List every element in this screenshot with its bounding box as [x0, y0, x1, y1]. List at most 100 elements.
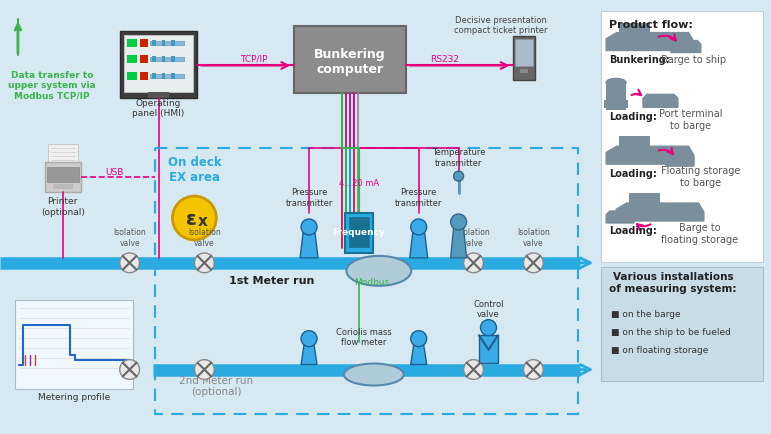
Bar	[294, 26, 406, 93]
Text: x: x	[197, 214, 207, 230]
Circle shape	[524, 360, 544, 379]
Bar	[48, 144, 78, 164]
Text: Product flow:: Product flow:	[609, 20, 693, 30]
Text: Pressure
transmitter: Pressure transmitter	[285, 188, 333, 208]
Bar	[152, 73, 156, 79]
Text: Isolation
valve: Isolation valve	[188, 228, 221, 248]
Bar	[140, 72, 147, 80]
Text: Bunkering:: Bunkering:	[609, 56, 670, 66]
Polygon shape	[409, 233, 428, 258]
Text: Isolation
valve: Isolation valve	[113, 228, 146, 248]
Circle shape	[301, 331, 317, 347]
Text: TCP/IP: TCP/IP	[241, 55, 268, 64]
Text: Temperature
transmitter: Temperature transmitter	[432, 148, 485, 168]
Bar	[349, 217, 369, 247]
Text: Modbus: Modbus	[354, 278, 389, 287]
Text: Metering profile: Metering profile	[38, 393, 110, 402]
Text: Port terminal
to barge: Port terminal to barge	[659, 109, 722, 131]
Text: Printer
(optional): Printer (optional)	[41, 197, 85, 217]
Text: USB: USB	[106, 168, 124, 177]
Polygon shape	[666, 154, 694, 166]
Circle shape	[411, 331, 426, 347]
Text: Loading:: Loading:	[609, 112, 657, 122]
Circle shape	[194, 253, 214, 273]
Text: Bunkering
computer: Bunkering computer	[314, 49, 386, 76]
Text: Barge to
floating storage: Barge to floating storage	[661, 223, 738, 245]
Bar	[126, 72, 136, 80]
Bar	[45, 162, 81, 192]
Bar	[123, 35, 194, 92]
Bar	[152, 56, 156, 62]
Polygon shape	[606, 33, 694, 50]
Text: RS232: RS232	[430, 55, 459, 64]
Circle shape	[450, 214, 466, 230]
Text: Pressure
transmitter: Pressure transmitter	[395, 188, 443, 208]
Bar	[152, 39, 156, 46]
Ellipse shape	[346, 256, 411, 286]
Bar	[150, 57, 184, 62]
Bar	[619, 136, 650, 147]
Polygon shape	[671, 40, 701, 53]
Bar	[147, 92, 170, 99]
Circle shape	[411, 219, 426, 235]
Circle shape	[453, 171, 463, 181]
Polygon shape	[301, 345, 317, 365]
Bar	[513, 36, 535, 80]
Bar	[120, 30, 197, 99]
Text: Floating storage
to barge: Floating storage to barge	[661, 166, 740, 188]
Text: ■ on floating storage: ■ on floating storage	[611, 346, 709, 355]
Text: 2nd Meter run
(optional): 2nd Meter run (optional)	[180, 376, 254, 397]
Text: ■ on the ship to be fueled: ■ on the ship to be fueled	[611, 328, 731, 337]
Ellipse shape	[344, 364, 404, 385]
Circle shape	[301, 219, 317, 235]
Text: 1st Meter run: 1st Meter run	[229, 276, 315, 286]
Polygon shape	[411, 345, 426, 365]
Bar	[520, 69, 528, 73]
Text: ■ on the barge: ■ on the barge	[611, 310, 681, 319]
Bar	[150, 40, 184, 45]
Bar	[629, 193, 660, 204]
Circle shape	[120, 360, 140, 379]
Bar	[161, 39, 166, 46]
Text: Data transfer to
upper system via
Modbus TCP/IP: Data transfer to upper system via Modbus…	[8, 70, 96, 100]
Bar	[515, 39, 534, 66]
Text: Various installations
of measuring system:: Various installations of measuring syste…	[609, 272, 736, 293]
Circle shape	[480, 320, 497, 335]
Text: Decisive presentation
compact ticket printer: Decisive presentation compact ticket pri…	[453, 16, 547, 35]
Circle shape	[463, 360, 483, 379]
Text: Operating
panel (HMI): Operating panel (HMI)	[133, 99, 184, 118]
Text: Isolation
valve: Isolation valve	[517, 228, 550, 248]
Text: Coriolis mass
flow meter: Coriolis mass flow meter	[336, 328, 392, 347]
Polygon shape	[616, 203, 704, 221]
Polygon shape	[606, 211, 634, 223]
Ellipse shape	[606, 79, 626, 86]
Text: 4...20 mA: 4...20 mA	[339, 179, 379, 187]
Bar	[161, 56, 166, 62]
Polygon shape	[450, 228, 466, 258]
Bar	[126, 56, 136, 63]
Bar	[126, 260, 133, 266]
Bar	[606, 82, 626, 110]
Bar	[479, 335, 499, 362]
Circle shape	[463, 253, 483, 273]
Text: On deck
EX area: On deck EX area	[167, 156, 221, 184]
Bar	[601, 11, 763, 262]
Bar	[140, 39, 147, 46]
Text: Barge to ship: Barge to ship	[661, 56, 726, 66]
Text: Control
valve: Control valve	[473, 300, 503, 319]
Bar	[201, 260, 207, 266]
Bar	[126, 39, 136, 46]
Circle shape	[173, 196, 217, 240]
Bar	[47, 167, 79, 182]
Bar	[604, 100, 628, 108]
Text: Loading:: Loading:	[609, 169, 657, 179]
Bar	[154, 148, 578, 414]
Polygon shape	[606, 146, 694, 164]
Bar	[171, 39, 176, 46]
Text: Isolation
valve: Isolation valve	[457, 228, 490, 248]
Text: Loading:: Loading:	[609, 226, 657, 236]
Bar	[140, 56, 147, 63]
Bar	[619, 23, 650, 33]
Bar	[345, 213, 373, 253]
Circle shape	[120, 253, 140, 273]
